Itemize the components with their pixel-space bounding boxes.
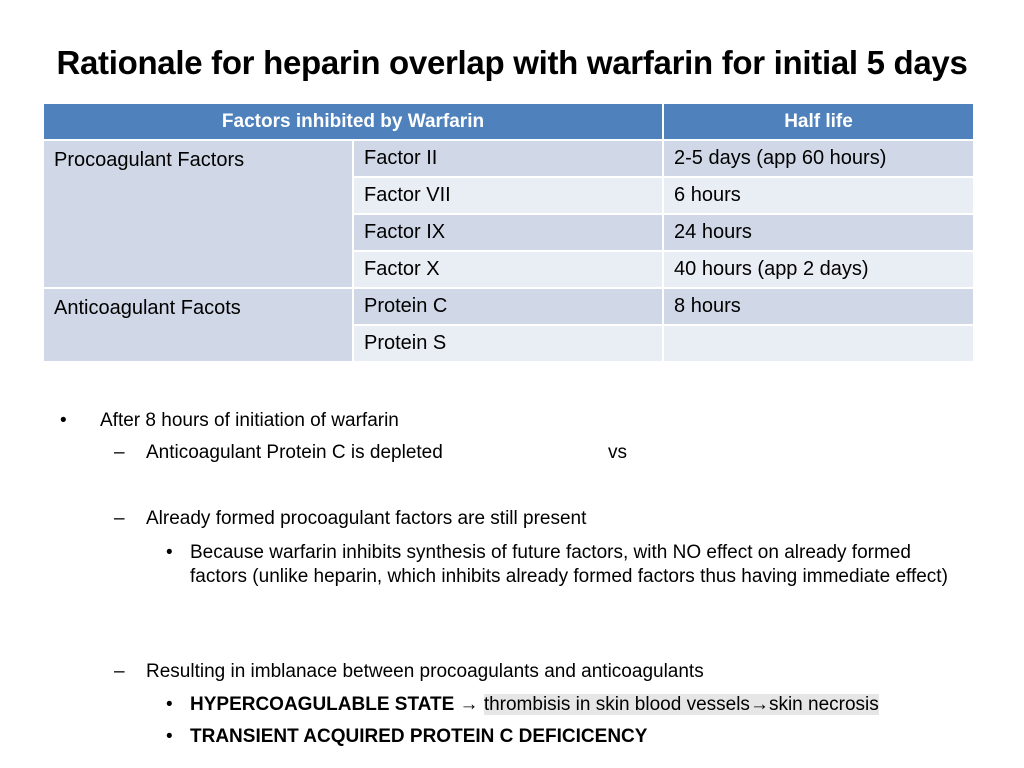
table-row: Procoagulant Factors Factor II 2-5 days …	[42, 139, 976, 289]
half-life-cell: 40 hours (app 2 days)	[662, 250, 976, 289]
note-protein-c-depleted: Anticoagulant Protein C is depleted	[146, 442, 443, 463]
half-life-cell	[662, 324, 976, 363]
bullet-marker: •	[60, 410, 67, 431]
bullet-marker: •	[166, 726, 173, 747]
group-label-anticoagulant: Anticoagulant Facots	[42, 287, 354, 363]
table-header-row: Factors inhibited by Warfarin Half life	[41, 102, 976, 141]
table-row: Factor X 40 hours (app 2 days)	[43, 250, 976, 289]
note-main: After 8 hours of initiation of warfarin	[100, 410, 399, 431]
group-label-procoagulant: Procoagulant Factors	[42, 139, 354, 289]
table-row: Protein S	[43, 324, 976, 363]
header-factors: Factors inhibited by Warfarin	[41, 102, 665, 141]
note-procoagulants-present: Already formed procoagulant factors are …	[146, 508, 587, 529]
table-row: Anticoagulant Facots Protein C 8 hours	[42, 287, 976, 363]
factor-cell: Factor VII	[351, 176, 665, 215]
header-half-life: Half life	[662, 102, 976, 141]
half-life-cell: 6 hours	[662, 176, 976, 215]
bullet-marker: •	[166, 694, 173, 715]
factor-cell: Factor IX	[351, 213, 665, 252]
half-life-cell: 8 hours	[662, 287, 976, 326]
bullet-marker: •	[166, 542, 173, 563]
dash-marker: –	[114, 661, 125, 682]
half-life-cell: 24 hours	[662, 213, 976, 252]
hypercoagulable-state-label: HYPERCOAGULABLE STATE	[190, 694, 455, 715]
warfarin-factor-table: Factors inhibited by Warfarin Half life …	[41, 102, 976, 363]
factor-cell: Protein S	[351, 324, 665, 363]
table-row: Factor IX 24 hours	[43, 213, 976, 252]
arrow-right-icon: →	[749, 694, 769, 715]
note-protein-c-deficiency: TRANSIENT ACQUIRED PROTEIN C DEFICICENCY	[190, 726, 648, 747]
factor-cell: Factor II	[351, 139, 665, 178]
factor-cell: Factor X	[351, 250, 665, 289]
factor-cell: Protein C	[351, 287, 665, 326]
note-hypercoagulable: HYPERCOAGULABLE STATE → thrombisis in sk…	[190, 693, 879, 717]
dash-marker: –	[114, 508, 125, 529]
half-life-cell: 2-5 days (app 60 hours)	[662, 139, 976, 178]
arrow-right-icon: →	[459, 694, 479, 715]
thrombosis-text: thrombisis in skin blood vessels	[483, 694, 750, 715]
slide-title: Rationale for heparin overlap with warfa…	[56, 44, 968, 81]
note-warfarin-mechanism: Because warfarin inhibits synthesis of f…	[190, 542, 948, 587]
table-row: Factor VII 6 hours	[43, 176, 976, 215]
note-imbalance: Resulting in imblanace between procoagul…	[146, 661, 704, 682]
note-vs: vs	[608, 442, 627, 463]
skin-necrosis-text: skin necrosis	[768, 694, 879, 715]
dash-marker: –	[114, 442, 125, 463]
